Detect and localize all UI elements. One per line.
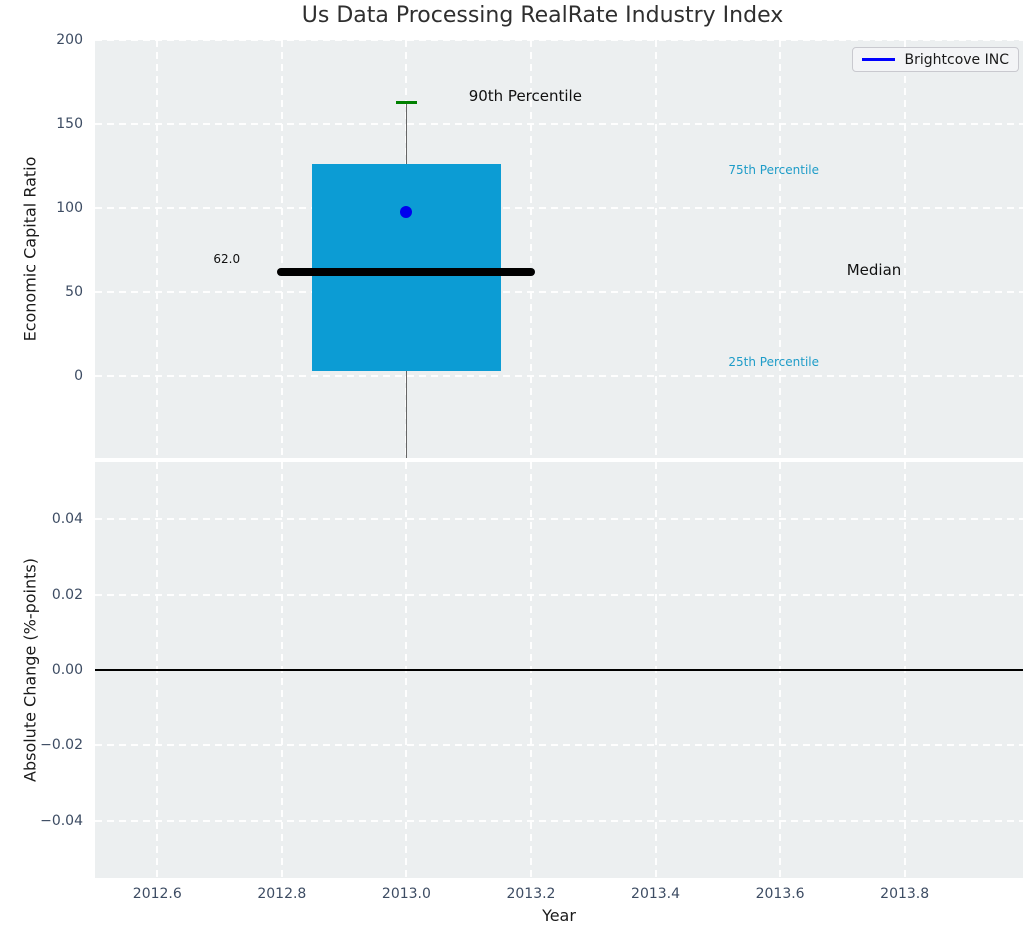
- y-axis-label-top: Economic Capital Ratio: [20, 156, 40, 342]
- x-tick-label: 2013.8: [880, 886, 930, 902]
- gridline-y: [95, 123, 1023, 126]
- x-tick-label: 2013.0: [381, 886, 431, 902]
- bottom-plot-area: 2012.6 2012.8 2013.0 2013.2 2013.4 2013.6 2013…: [40, 462, 1023, 902]
- iqr-box: [311, 164, 502, 371]
- p90-cap: [395, 100, 417, 104]
- x-tick-label: 2012.8: [257, 886, 307, 902]
- legend-label: Brightcove INC: [904, 51, 1010, 68]
- gridline-x: [280, 40, 283, 458]
- gridline-y: [95, 291, 1023, 294]
- gridline-y: [95, 375, 1023, 378]
- annotation-90th-percentile: 90th Percentile: [468, 86, 582, 105]
- y-tick-label: 0.04: [51, 511, 83, 527]
- zero-line: [95, 669, 1023, 671]
- y-axis-label-bottom: Absolute Change (%-points): [20, 558, 40, 782]
- gridline-x: [654, 40, 657, 458]
- legend: Brightcove INC: [851, 47, 1019, 72]
- gridline-x: [903, 40, 906, 458]
- y-tick-label: 150: [56, 116, 83, 133]
- y-tick-label: 50: [65, 284, 83, 301]
- y-tick-label: −0.04: [40, 812, 83, 829]
- annotation-62-0: 62.0: [213, 251, 241, 266]
- y-tick-label: 0: [74, 368, 83, 385]
- annotation-median: Median: [846, 261, 902, 280]
- gridline-x: [156, 40, 159, 458]
- gridline-y: [95, 593, 1023, 596]
- median-line: [277, 268, 536, 277]
- top-plot-area: Brightcove INC 0 50 100 150 200 62.0 90th Perc…: [56, 32, 1023, 458]
- gridline-y: [95, 207, 1023, 210]
- x-tick-label: 2012.6: [132, 886, 182, 902]
- x-tick-label: 2013.4: [631, 886, 681, 902]
- x-tick-label: 2013.2: [506, 886, 556, 902]
- chart-title: Us Data Processing RealRate Industry Ind…: [301, 3, 784, 28]
- y-tick-label: −0.02: [40, 737, 83, 754]
- gridline-x: [529, 40, 532, 458]
- gridline-y: [95, 39, 1023, 41]
- gridline-y: [95, 518, 1023, 520]
- x-tick-label: 2013.6: [755, 886, 805, 902]
- annotation-75th-percentile: 75th Percentile: [728, 162, 820, 177]
- company-marker-dot: [400, 205, 413, 218]
- annotation-25th-percentile: 25th Percentile: [728, 355, 820, 370]
- y-tick-label: 100: [56, 200, 83, 217]
- y-tick-label: 200: [56, 32, 83, 48]
- legend-line-icon: [861, 58, 895, 61]
- gridline-y: [95, 819, 1023, 822]
- gridline-y: [95, 744, 1023, 747]
- gridline-x: [779, 40, 782, 458]
- y-tick-label: 0.02: [51, 586, 83, 603]
- y-tick-label: 0.00: [51, 662, 83, 678]
- x-axis-label: Year: [542, 906, 576, 925]
